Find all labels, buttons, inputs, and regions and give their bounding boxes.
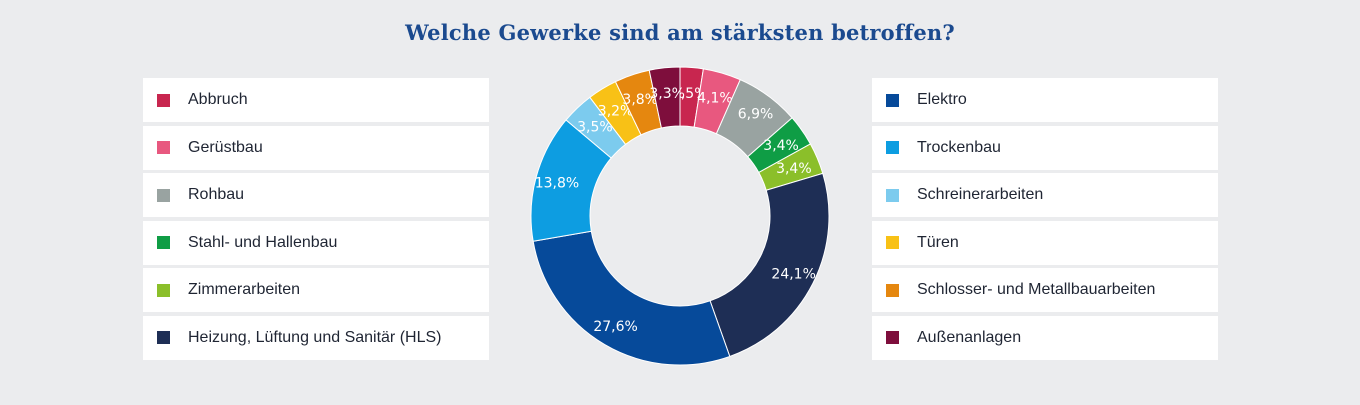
legend-swatch bbox=[886, 331, 899, 344]
legend-item-tueren: Türen bbox=[872, 220, 1218, 265]
legend-label: Türen bbox=[917, 233, 959, 251]
legend-swatch bbox=[886, 283, 899, 297]
legend-item-rohbau: Rohbau bbox=[143, 173, 489, 217]
legend-item-elektro: Elektro bbox=[872, 78, 1218, 122]
legend-item-schlosser-metallbau: Schlosser- und Metallbauarbeiten bbox=[872, 268, 1218, 312]
legend-label: Elektro bbox=[917, 91, 967, 108]
legend-swatch bbox=[157, 331, 170, 344]
legend-swatch bbox=[886, 236, 899, 249]
legend-label: Schlosser- und Metallbauarbeiten bbox=[917, 281, 1156, 298]
legend-left: Abbruch Gerüstbau Rohbau Stahl- und Hall… bbox=[143, 78, 489, 363]
legend-item-hls: Heizung, Lüftung und Sanitär (HLS) bbox=[143, 315, 489, 360]
legend-swatch bbox=[157, 283, 170, 297]
donut-slice-label-2: 6,9% bbox=[738, 106, 774, 122]
donut-slice-label-6: 27,6% bbox=[593, 319, 637, 335]
donut-chart: 2,5%4,1%6,9%3,4%3,4%24,1%27,6%13,8%3,5%3… bbox=[530, 66, 830, 366]
donut-slice-6 bbox=[532, 230, 731, 366]
donut-slice-label-9: 3,2% bbox=[598, 104, 634, 120]
legend-label: Rohbau bbox=[188, 186, 245, 203]
legend-swatch bbox=[157, 141, 170, 154]
donut-slice-label-7: 13,8% bbox=[535, 176, 579, 192]
legend-item-abbruch: Abbruch bbox=[143, 78, 489, 122]
legend-swatch bbox=[886, 93, 899, 107]
legend-swatch bbox=[886, 188, 899, 202]
legend-item-aussenanlagen: Außenanlagen bbox=[872, 315, 1218, 360]
legend-item-zimmerarbeiten: Zimmerarbeiten bbox=[143, 268, 489, 312]
legend-label: Schreinerarbeiten bbox=[917, 186, 1044, 203]
donut-slice-label-8: 3,5% bbox=[577, 119, 613, 135]
donut-slice-label-1: 4,1% bbox=[697, 91, 733, 107]
legend-label: Zimmerarbeiten bbox=[188, 281, 301, 298]
donut-slice-11 bbox=[648, 66, 681, 129]
legend-item-stahl-hallenbau: Stahl- und Hallenbau bbox=[143, 220, 489, 265]
legend-swatch bbox=[157, 93, 170, 107]
legend-item-trockenbau: Trockenbau bbox=[872, 125, 1218, 170]
legend-label: Stahl- und Hallenbau bbox=[188, 233, 338, 251]
legend-label: Abbruch bbox=[188, 91, 248, 108]
chart-title: Welche Gewerke sind am stärksten betroff… bbox=[405, 20, 955, 45]
donut-slice-label-10: 3,8% bbox=[622, 92, 658, 108]
legend-right: Elektro Trockenbau Schreinerarbeiten Tür… bbox=[872, 78, 1218, 363]
legend-item-schreinerarbeiten: Schreinerarbeiten bbox=[872, 173, 1218, 217]
legend-label: Heizung, Lüftung und Sanitär (HLS) bbox=[188, 328, 442, 346]
legend-item-geruestbau: Gerüstbau bbox=[143, 125, 489, 170]
donut-slice-label-4: 3,4% bbox=[776, 161, 812, 177]
legend-label: Trockenbau bbox=[917, 138, 1001, 156]
donut-slice-label-11: 3,3% bbox=[649, 86, 685, 102]
legend-swatch bbox=[157, 236, 170, 249]
legend-label: Außenanlagen bbox=[917, 328, 1022, 346]
donut-slice-label-5: 24,1% bbox=[771, 267, 815, 283]
legend-swatch bbox=[886, 141, 899, 154]
donut-slice-label-3: 3,4% bbox=[763, 138, 799, 154]
legend-label: Gerüstbau bbox=[188, 138, 263, 156]
donut-slice-5 bbox=[709, 172, 830, 358]
legend-swatch bbox=[157, 188, 170, 202]
